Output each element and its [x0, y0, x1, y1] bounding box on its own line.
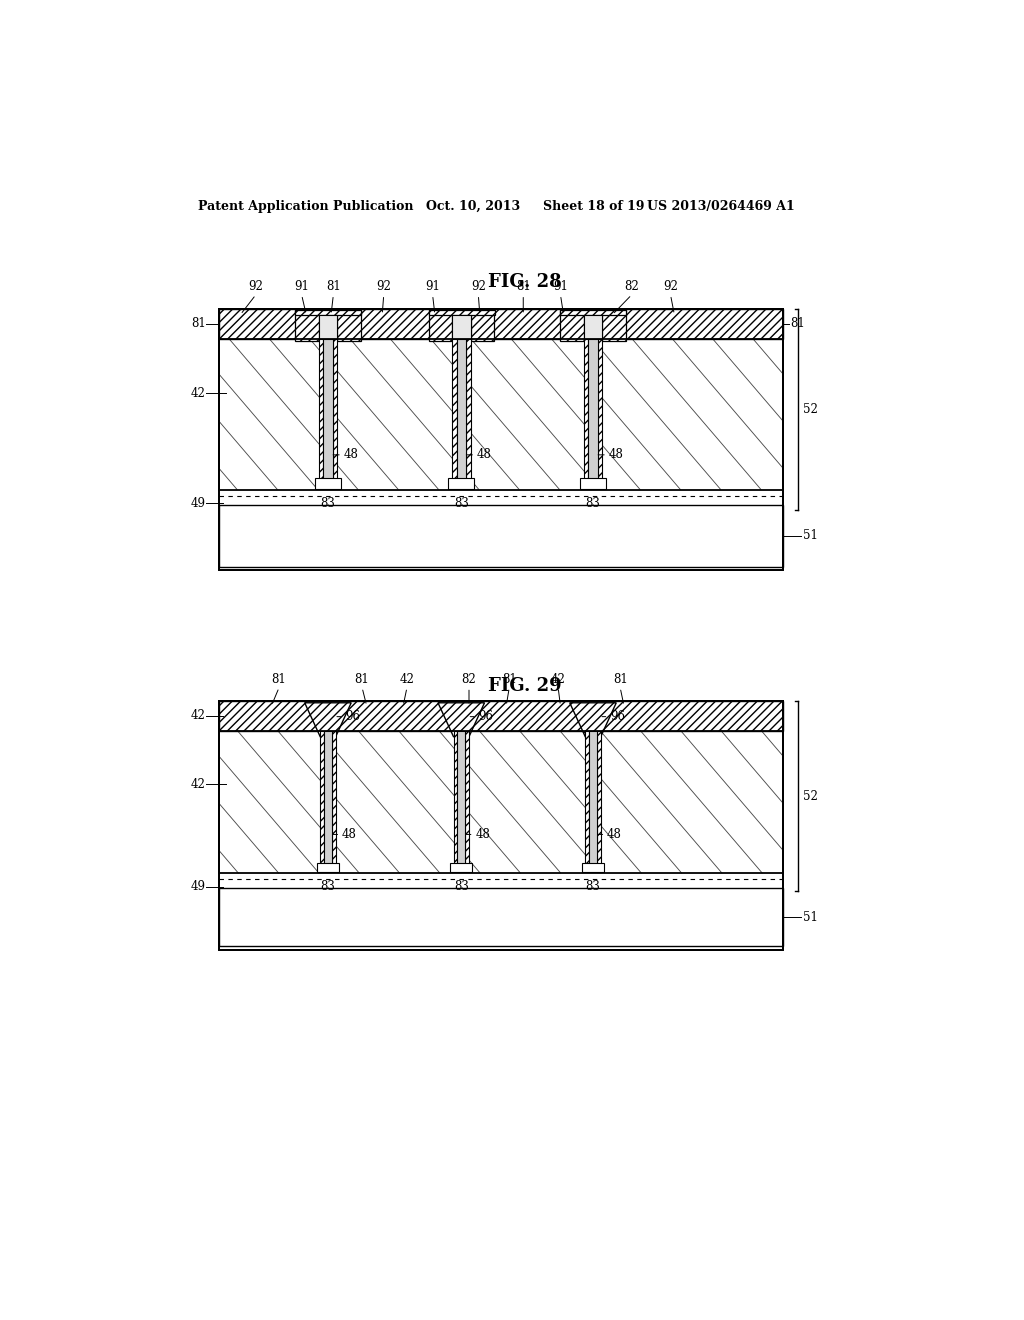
Text: 81: 81: [516, 280, 530, 293]
Bar: [219, 701, 783, 950]
Text: 81: 81: [326, 280, 341, 293]
Text: 91: 91: [553, 280, 568, 293]
Bar: [580, 478, 606, 488]
Text: 42: 42: [190, 709, 206, 722]
Bar: [583, 863, 604, 873]
Text: Patent Application Publication: Patent Application Publication: [198, 199, 414, 213]
Text: 81: 81: [190, 317, 206, 330]
Text: 81: 81: [502, 673, 517, 686]
Bar: [429, 310, 452, 341]
Bar: [219, 701, 783, 950]
Polygon shape: [438, 702, 484, 737]
Text: Oct. 10, 2013: Oct. 10, 2013: [426, 199, 520, 213]
Text: US 2013/0264469 A1: US 2013/0264469 A1: [647, 199, 795, 213]
Text: 82: 82: [462, 673, 476, 686]
Text: 52: 52: [803, 403, 818, 416]
Text: 96: 96: [610, 710, 625, 723]
Bar: [560, 310, 627, 314]
Text: 82: 82: [625, 280, 639, 293]
Bar: [597, 730, 601, 869]
Text: 83: 83: [454, 880, 469, 894]
Bar: [586, 730, 589, 869]
Text: 42: 42: [551, 673, 565, 686]
Bar: [457, 339, 466, 486]
Text: 42: 42: [190, 777, 206, 791]
Bar: [560, 310, 584, 341]
Bar: [324, 339, 333, 486]
Text: 91: 91: [294, 280, 309, 293]
Bar: [589, 730, 597, 869]
Text: 42: 42: [190, 387, 206, 400]
Bar: [452, 339, 457, 486]
Bar: [318, 339, 324, 486]
Text: 81: 81: [271, 673, 287, 686]
Bar: [589, 339, 598, 486]
Bar: [598, 339, 602, 486]
Bar: [584, 339, 589, 486]
Text: 96: 96: [478, 710, 494, 723]
Text: 83: 83: [321, 880, 336, 894]
Text: 42: 42: [399, 673, 415, 686]
Bar: [219, 309, 783, 570]
Bar: [219, 309, 783, 339]
Bar: [458, 730, 465, 869]
Bar: [321, 730, 324, 869]
Text: 96: 96: [345, 710, 360, 723]
Text: 48: 48: [477, 449, 492, 462]
Polygon shape: [305, 702, 351, 737]
Text: 91: 91: [425, 280, 440, 293]
Text: 81: 81: [791, 317, 805, 330]
Bar: [295, 310, 361, 314]
Polygon shape: [569, 702, 616, 737]
Bar: [219, 506, 783, 566]
Bar: [314, 478, 341, 488]
Text: 81: 81: [612, 673, 628, 686]
Text: 49: 49: [190, 496, 206, 510]
Bar: [451, 863, 472, 873]
Text: 49: 49: [190, 880, 206, 894]
Bar: [449, 478, 474, 488]
Bar: [219, 339, 783, 490]
Text: Sheet 18 of 19: Sheet 18 of 19: [543, 199, 644, 213]
Text: 81: 81: [354, 673, 370, 686]
Text: 92: 92: [376, 280, 391, 293]
Text: 48: 48: [607, 828, 622, 841]
Text: 83: 83: [586, 880, 600, 894]
Bar: [465, 730, 469, 869]
Bar: [219, 309, 783, 570]
Text: 48: 48: [343, 449, 358, 462]
Bar: [584, 314, 602, 341]
Text: 92: 92: [471, 280, 485, 293]
Bar: [454, 730, 458, 869]
Bar: [333, 339, 337, 486]
Text: 92: 92: [664, 280, 678, 293]
Text: 48: 48: [475, 828, 490, 841]
Bar: [602, 310, 626, 341]
Text: 51: 51: [803, 911, 818, 924]
Bar: [429, 310, 495, 314]
Bar: [318, 314, 337, 341]
Text: 83: 83: [586, 496, 600, 510]
Bar: [317, 863, 339, 873]
Bar: [466, 339, 471, 486]
Text: 83: 83: [454, 496, 469, 510]
Bar: [332, 730, 336, 869]
Bar: [219, 701, 783, 730]
Text: 51: 51: [803, 529, 818, 543]
Bar: [219, 888, 783, 946]
Bar: [219, 730, 783, 873]
Bar: [452, 314, 471, 341]
Bar: [295, 310, 318, 341]
Text: 92: 92: [249, 280, 263, 293]
Text: 48: 48: [608, 449, 624, 462]
Text: 83: 83: [321, 496, 336, 510]
Bar: [337, 310, 360, 341]
Bar: [324, 730, 332, 869]
Text: 52: 52: [803, 789, 818, 803]
Text: 48: 48: [342, 828, 356, 841]
Bar: [471, 310, 494, 341]
Text: FIG. 28: FIG. 28: [488, 273, 561, 290]
Text: FIG. 29: FIG. 29: [488, 677, 561, 694]
